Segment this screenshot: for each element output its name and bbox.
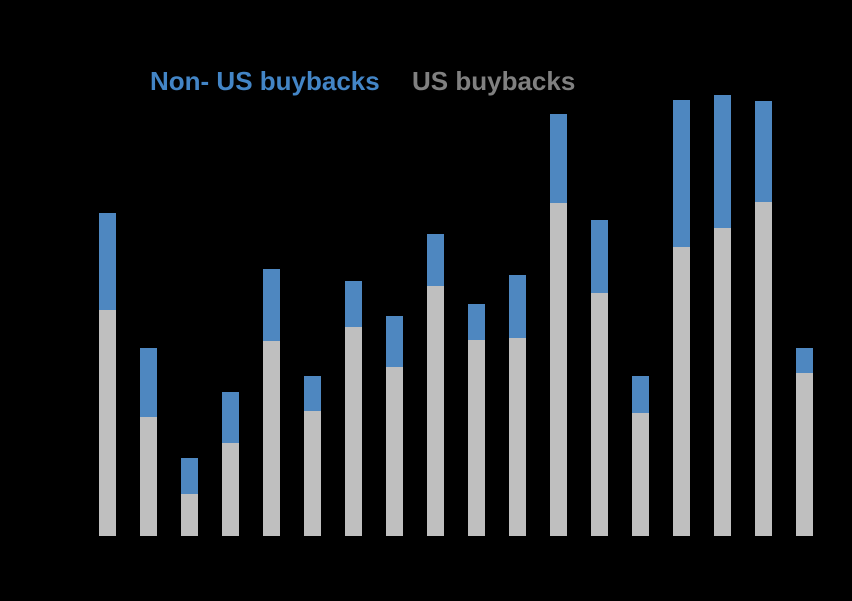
bar-segment-us bbox=[632, 413, 649, 536]
bar-segment-non-us bbox=[99, 213, 116, 310]
bar-segment-us bbox=[550, 203, 567, 536]
bar-segment-non-us bbox=[591, 220, 608, 293]
stacked-bar bbox=[427, 234, 444, 536]
bar-segment-non-us bbox=[427, 234, 444, 286]
bar-segment-non-us bbox=[755, 101, 772, 202]
bar-segment-us bbox=[468, 340, 485, 536]
bar-segment-us bbox=[263, 341, 280, 536]
bar-segment-us bbox=[714, 228, 731, 536]
bar-segment-non-us bbox=[550, 114, 567, 203]
bar-segment-non-us bbox=[509, 275, 526, 338]
bar-segment-us bbox=[591, 293, 608, 536]
bar-segment-us bbox=[796, 373, 813, 536]
bar-segment-non-us bbox=[386, 316, 403, 367]
stacked-bar bbox=[222, 392, 239, 536]
stacked-bar bbox=[181, 458, 198, 536]
bar-segment-us bbox=[427, 286, 444, 536]
stacked-bar bbox=[468, 304, 485, 536]
bar-segment-us bbox=[140, 417, 157, 536]
bar-segment-us bbox=[222, 443, 239, 536]
stacked-bar bbox=[386, 316, 403, 536]
bar-segment-non-us bbox=[345, 281, 362, 327]
bar-segment-non-us bbox=[222, 392, 239, 443]
bar-segment-us bbox=[181, 494, 198, 536]
stacked-bar bbox=[550, 114, 567, 536]
bar-segment-non-us bbox=[263, 269, 280, 341]
bar-segment-us bbox=[345, 327, 362, 536]
bar-segment-non-us bbox=[468, 304, 485, 340]
bar-segment-non-us bbox=[632, 376, 649, 413]
stacked-bar bbox=[714, 95, 731, 536]
bar-segment-us bbox=[755, 202, 772, 536]
legend-label-non-us-buybacks: Non- US buybacks bbox=[150, 66, 380, 96]
bar-segment-us bbox=[304, 411, 321, 536]
bar-segment-us bbox=[509, 338, 526, 536]
stacked-bar bbox=[632, 376, 649, 536]
bar-segment-us bbox=[673, 247, 690, 536]
legend-label-us-buybacks: US buybacks bbox=[412, 66, 576, 96]
stacked-bar bbox=[99, 213, 116, 536]
stacked-bar bbox=[304, 376, 321, 536]
stacked-bar bbox=[509, 275, 526, 536]
stacked-bar bbox=[263, 269, 280, 536]
stacked-bar bbox=[755, 101, 772, 536]
bar-segment-non-us bbox=[181, 458, 198, 494]
bar-segment-non-us bbox=[714, 95, 731, 228]
bar-segment-us bbox=[99, 310, 116, 536]
bar-segment-non-us bbox=[796, 348, 813, 373]
stacked-bar bbox=[345, 281, 362, 536]
bar-segment-us bbox=[386, 367, 403, 536]
stacked-bar bbox=[673, 100, 690, 536]
stacked-bar bbox=[796, 348, 813, 536]
bar-segment-non-us bbox=[140, 348, 157, 417]
stacked-bar bbox=[140, 348, 157, 536]
bar-segment-non-us bbox=[673, 100, 690, 247]
bar-segment-non-us bbox=[304, 376, 321, 411]
stacked-bar bbox=[591, 220, 608, 536]
